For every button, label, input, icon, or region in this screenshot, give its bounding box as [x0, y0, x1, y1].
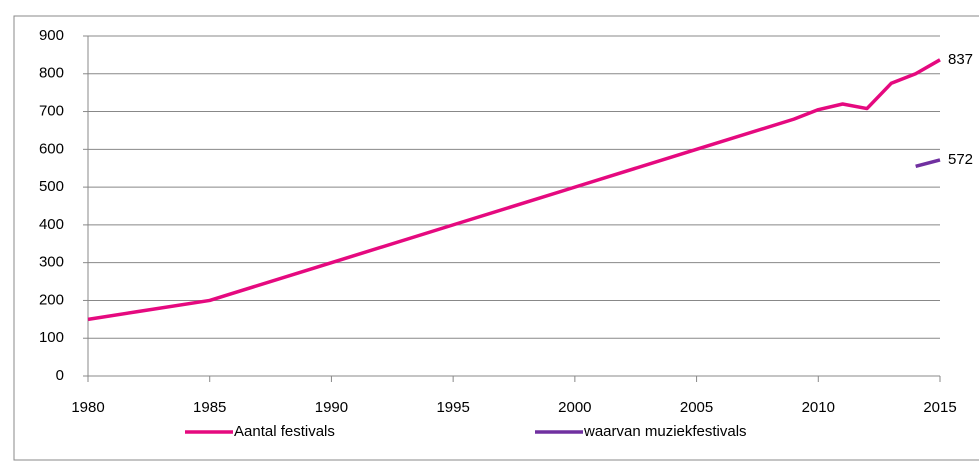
data-label: 837: [948, 51, 973, 68]
y-tick-label: 200: [39, 291, 64, 308]
y-tick-label: 700: [39, 103, 64, 120]
x-tick-label: 2015: [923, 399, 956, 416]
x-tick-label: 1990: [315, 399, 348, 416]
y-tick-label: 900: [39, 27, 64, 44]
data-label: 572: [948, 151, 973, 168]
y-tick-label: 800: [39, 65, 64, 82]
x-tick-label: 1980: [71, 399, 104, 416]
y-tick-label: 300: [39, 254, 64, 271]
y-tick-label: 400: [39, 216, 64, 233]
y-tick-label: 600: [39, 140, 64, 157]
x-tick-label: 2010: [802, 399, 835, 416]
legend-label: Aantal festivals: [234, 423, 335, 440]
chart-frame: [13, 15, 979, 461]
x-tick-label: 2005: [680, 399, 713, 416]
legend-label: waarvan muziekfestivals: [583, 423, 747, 440]
x-tick-label: 1995: [436, 399, 469, 416]
series-line: [87, 58, 941, 322]
y-tick-label: 500: [39, 178, 64, 195]
x-tick-label: 2000: [558, 399, 591, 416]
series-line: [915, 158, 941, 169]
x-tick-label: 1985: [193, 399, 226, 416]
y-tick-label: 0: [56, 367, 64, 384]
y-tick-label: 100: [39, 329, 64, 346]
